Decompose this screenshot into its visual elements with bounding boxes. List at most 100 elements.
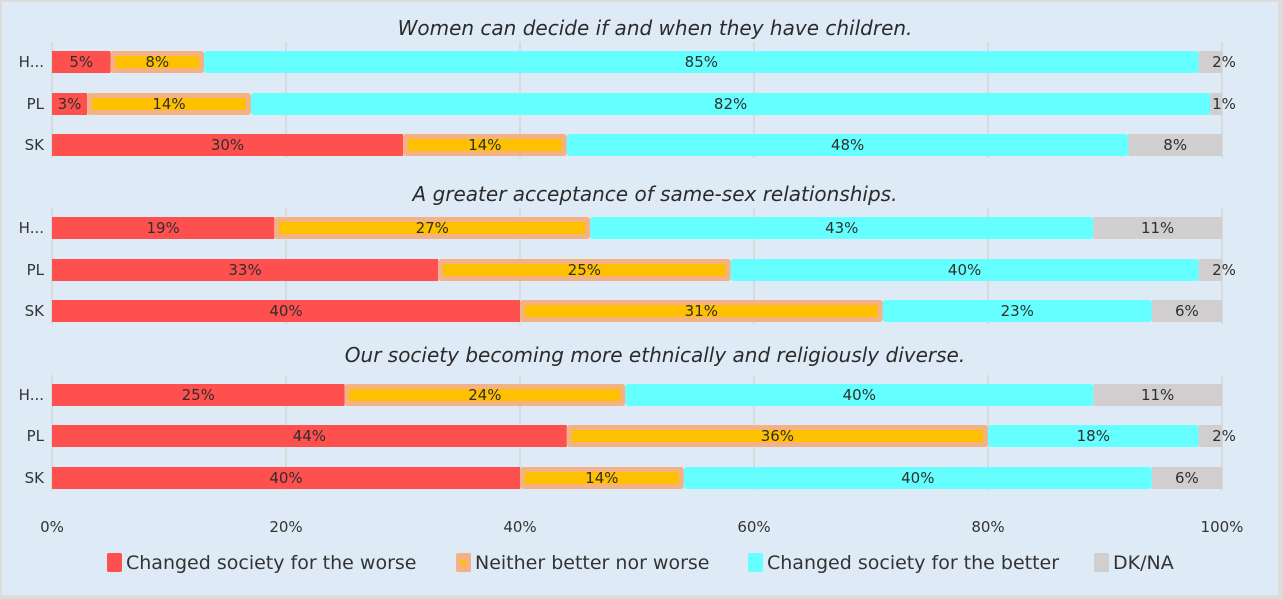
bar-neither-inner xyxy=(525,472,679,484)
panel-title: Our society becoming more ethnically and… xyxy=(345,343,965,367)
bar-worse xyxy=(52,51,111,73)
bar-worse xyxy=(52,259,439,281)
bar-dkna xyxy=(1198,259,1222,281)
category-label: PL xyxy=(27,95,45,113)
data-label: 2% xyxy=(1212,261,1236,279)
data-label: 14% xyxy=(468,136,501,154)
data-label: 11% xyxy=(1141,219,1174,237)
bar-dkna xyxy=(1151,467,1222,489)
data-label: 23% xyxy=(1001,302,1034,320)
data-label: 1% xyxy=(1212,95,1236,113)
bar-worse xyxy=(52,217,275,239)
data-label: 44% xyxy=(293,427,326,445)
data-label: 40% xyxy=(901,469,934,487)
bar-neither-inner xyxy=(408,139,562,151)
data-label: 40% xyxy=(269,302,302,320)
bar-worse xyxy=(52,425,567,447)
data-label: 6% xyxy=(1175,302,1199,320)
data-label: 40% xyxy=(269,469,302,487)
bar-neither-inner xyxy=(571,430,983,442)
bar-dkna xyxy=(1093,384,1222,406)
bar-neither-inner xyxy=(115,56,200,68)
category-label: SK xyxy=(25,469,46,487)
x-tick-label: 0% xyxy=(40,518,64,536)
data-label: 40% xyxy=(843,386,876,404)
bar-dkna xyxy=(1093,217,1222,239)
bar-dkna xyxy=(1198,51,1222,73)
panel-title: A greater acceptance of same-sex relatio… xyxy=(411,182,898,206)
bar-dkna xyxy=(1210,93,1222,115)
legend-label: Changed society for the worse xyxy=(126,552,416,574)
data-label: 8% xyxy=(1163,136,1187,154)
legend-swatch-inner xyxy=(461,560,466,565)
x-tick-label: 20% xyxy=(269,518,302,536)
data-label: 24% xyxy=(468,386,501,404)
data-label: 6% xyxy=(1175,469,1199,487)
data-label: 18% xyxy=(1077,427,1110,445)
data-label: 3% xyxy=(58,95,82,113)
data-label: 25% xyxy=(568,261,601,279)
data-label: 14% xyxy=(585,469,618,487)
data-label: 19% xyxy=(146,219,179,237)
data-label: 85% xyxy=(685,53,718,71)
data-label: 43% xyxy=(825,219,858,237)
bar-dkna xyxy=(1198,425,1222,447)
data-label: 48% xyxy=(831,136,864,154)
x-tick-label: 40% xyxy=(503,518,536,536)
legend-label: Neither better nor worse xyxy=(475,552,710,574)
bar-better xyxy=(988,425,1199,447)
x-tick-label: 60% xyxy=(737,518,770,536)
bar-better xyxy=(683,467,1152,489)
panel-title: Women can decide if and when they have c… xyxy=(398,16,913,40)
bar-neither-inner xyxy=(443,264,726,276)
data-label: 11% xyxy=(1141,386,1174,404)
category-label: H... xyxy=(19,386,44,404)
bar-neither-inner xyxy=(525,305,878,317)
bar-better xyxy=(590,217,1094,239)
data-label: 5% xyxy=(69,53,93,71)
bar-neither-inner xyxy=(92,98,246,110)
data-label: 82% xyxy=(714,95,747,113)
bar-neither-inner xyxy=(279,222,586,234)
data-label: 33% xyxy=(228,261,261,279)
data-label: 40% xyxy=(948,261,981,279)
data-label: 25% xyxy=(182,386,215,404)
legend-swatch xyxy=(748,553,763,572)
bar-dkna xyxy=(1128,134,1222,156)
bar-worse xyxy=(52,300,520,322)
bar-better xyxy=(566,134,1129,156)
legend-label: Changed society for the better xyxy=(767,552,1059,574)
data-label: 2% xyxy=(1212,427,1236,445)
legend-swatch xyxy=(1094,553,1109,572)
bar-worse xyxy=(52,467,520,489)
data-label: 2% xyxy=(1212,53,1236,71)
bar-worse xyxy=(52,134,403,156)
bar-worse xyxy=(52,93,88,115)
category-label: PL xyxy=(27,261,45,279)
data-label: 14% xyxy=(152,95,185,113)
legend-swatch xyxy=(107,553,122,572)
bar-better xyxy=(204,51,1199,73)
category-label: H... xyxy=(19,53,44,71)
bar-dkna xyxy=(1151,300,1222,322)
category-label: SK xyxy=(25,136,46,154)
data-label: 8% xyxy=(145,53,169,71)
bar-worse xyxy=(52,384,345,406)
x-tick-label: 100% xyxy=(1201,518,1244,536)
bar-better xyxy=(730,259,1199,281)
bar-better xyxy=(882,300,1152,322)
bar-better xyxy=(625,384,1094,406)
data-label: 36% xyxy=(761,427,794,445)
data-label: 30% xyxy=(211,136,244,154)
bar-neither-inner xyxy=(349,389,621,401)
data-label: 27% xyxy=(416,219,449,237)
x-tick-label: 80% xyxy=(971,518,1004,536)
category-label: SK xyxy=(25,302,46,320)
category-label: PL xyxy=(27,427,45,445)
data-label: 31% xyxy=(685,302,718,320)
category-label: H... xyxy=(19,219,44,237)
legend-label: DK/NA xyxy=(1113,552,1174,574)
bar-better xyxy=(250,93,1211,115)
